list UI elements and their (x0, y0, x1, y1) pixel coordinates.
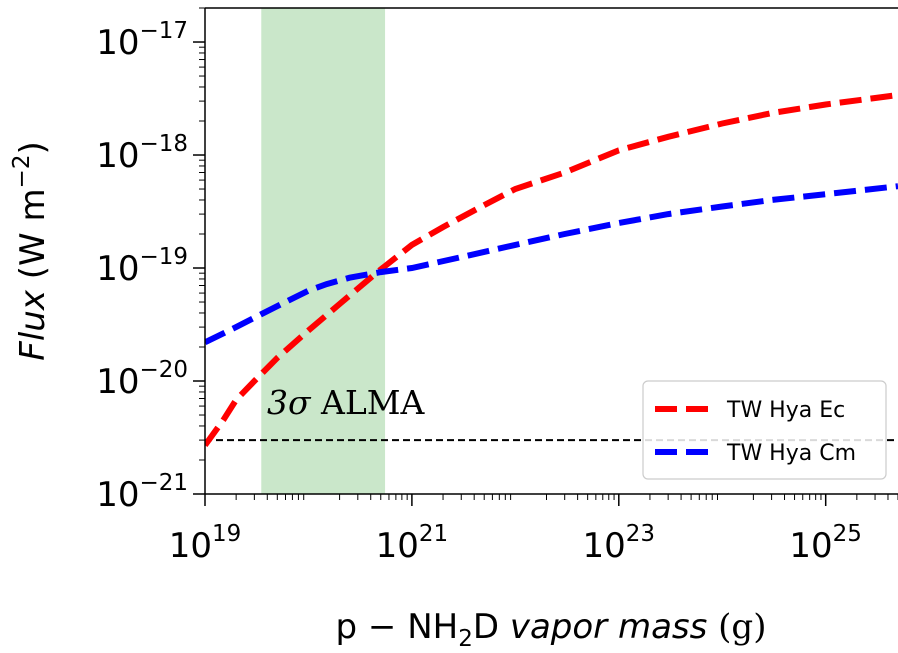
x-tick-label: 1019 (169, 521, 242, 566)
y-tick-label: 10−19 (96, 244, 188, 289)
y-axis-label: Flux (W m−2) (9, 141, 53, 360)
ylabel-italic: Flux (13, 289, 53, 361)
tick-base: 10 (583, 526, 626, 566)
y-tick-label: 10−17 (96, 18, 188, 63)
tick-base: 10 (169, 526, 212, 566)
tick-exponent: 21 (419, 521, 448, 547)
legend: TW Hya Ec TW Hya Cm (642, 380, 887, 480)
xlabel-mid: D (473, 607, 510, 647)
y-tick-label: 10−21 (96, 470, 188, 515)
tick-exponent: −20 (139, 357, 188, 383)
xlabel-italic: vapor mass (510, 607, 708, 647)
legend-label-2: TW Hya Cm (726, 441, 856, 466)
sigma-text: 3σ (267, 383, 312, 422)
tick-exponent: 23 (626, 521, 655, 547)
tick-base: 10 (96, 362, 139, 402)
x-tick-label: 1025 (789, 521, 862, 566)
x-tick-label: 1021 (376, 521, 449, 566)
tick-exponent: −18 (139, 131, 188, 157)
tick-base: 10 (376, 526, 419, 566)
tick-base: 10 (96, 23, 139, 63)
tick-exponent: −17 (139, 18, 188, 44)
tick-exponent: −19 (139, 244, 188, 270)
series-line-2 (205, 183, 898, 345)
y-tick-label: 10−18 (96, 131, 188, 176)
legend-label-1: TW Hya Ec (726, 398, 845, 423)
xlabel-suffix: (g) (707, 607, 766, 647)
y-tick-label: 10−20 (96, 357, 188, 402)
tick-base: 10 (96, 136, 139, 176)
ylabel-close: ) (13, 141, 53, 154)
ylabel-superscript: −2 (9, 155, 35, 189)
x-axis-label: p − NH2D vapor mass (g) (336, 607, 767, 652)
tick-base: 10 (789, 526, 832, 566)
shaded-detection-band (261, 8, 386, 494)
alma-threshold-label: 3σ ALMA (267, 383, 426, 422)
tick-exponent: 25 (833, 521, 862, 547)
ylabel-suffix: (W m (13, 188, 53, 290)
tick-base: 10 (96, 475, 139, 515)
x-tick-label: 1023 (583, 521, 656, 566)
alma-text: ALMA (311, 383, 426, 422)
tick-exponent: 19 (212, 521, 241, 547)
series-line-1 (205, 92, 898, 448)
tick-exponent: −21 (139, 470, 188, 496)
tick-base: 10 (96, 249, 139, 289)
xlabel-subscript: 2 (458, 626, 473, 652)
xlabel-prefix: p − NH (336, 607, 459, 647)
